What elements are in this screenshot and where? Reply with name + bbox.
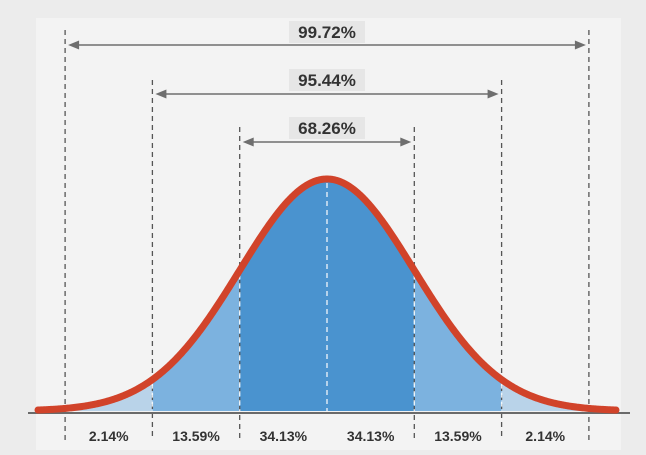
segment-label: 2.14% — [525, 428, 565, 444]
span-2: 95.44% — [155, 69, 499, 99]
segment-label: 34.13% — [347, 428, 395, 444]
arrowhead-right-icon — [400, 137, 412, 147]
span-label-box — [289, 117, 365, 139]
span-label-box — [289, 69, 365, 91]
segment-label: 2.14% — [89, 428, 129, 444]
span-label: 95.44% — [298, 71, 356, 90]
segment-label: 13.59% — [434, 428, 482, 444]
segment-label: 13.59% — [172, 428, 220, 444]
normal-curve — [34, 175, 620, 414]
arrowhead-right-icon — [574, 40, 586, 50]
segment-label: 34.13% — [260, 428, 308, 444]
arrowhead-right-icon — [487, 89, 499, 99]
span-3: 68.26% — [242, 117, 412, 147]
percentage-spans: 99.72% 95.44% 68.26% — [68, 21, 586, 147]
arrowhead-left-icon — [155, 89, 167, 99]
span-label: 99.72% — [298, 23, 356, 42]
arrowhead-left-icon — [242, 137, 254, 147]
fill-region — [38, 379, 153, 411]
span-1: 99.72% — [68, 21, 586, 50]
fill-region — [501, 379, 616, 411]
segment-labels: 2.14% 13.59% 34.13% 34.13% 13.59% 2.14% — [89, 428, 566, 444]
arrowhead-left-icon — [68, 40, 80, 50]
span-label: 68.26% — [298, 119, 356, 138]
span-label-box — [289, 21, 365, 43]
